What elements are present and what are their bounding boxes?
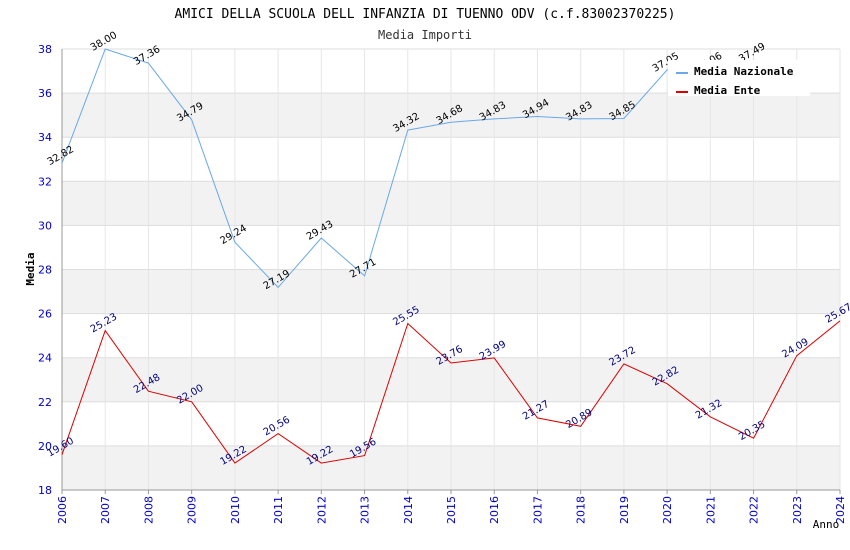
series-group [61,48,841,464]
data-label-ente: 21.27 [521,399,551,423]
data-label-nazionale: 38.00 [89,30,119,54]
y-tick-label: 32 [38,175,52,188]
x-tick-label: 2009 [186,496,199,524]
series-line-ente [61,320,841,464]
y-tick-label: 24 [38,352,52,365]
legend-label-ente: Media Ente [694,84,761,97]
y-tick-label: 36 [38,87,52,100]
legend-box [668,60,810,96]
y-tick-label: 28 [38,264,52,277]
y-tick-label: 38 [38,43,52,56]
x-tick-label: 2018 [575,496,588,524]
x-tick-label: 2014 [402,496,415,524]
x-tick-label: 2021 [704,496,717,524]
data-label-ente: 24.09 [780,337,810,361]
x-axis-label: Anno [813,518,840,531]
grid-lines [61,48,841,491]
chart-subtitle: Media Importi [378,28,472,42]
x-tick-label: 2006 [56,496,69,524]
x-tick-label: 2017 [531,496,544,524]
x-tick-label: 2008 [142,496,155,524]
x-tick-label: 2019 [618,496,631,524]
y-tick-label: 26 [38,308,52,321]
data-label-ente: 20.35 [737,419,767,443]
y-tick-label: 22 [38,396,52,409]
x-tick-label: 2023 [791,496,804,524]
y-tick-label: 18 [38,484,52,497]
data-label-nazionale: 29.24 [218,223,248,247]
x-tick-label: 2013 [359,496,372,524]
x-tick-label: 2016 [488,496,501,524]
data-label-ente: 25.23 [89,311,119,335]
series-line-nazionale [61,48,754,289]
x-tick-label: 2020 [661,496,674,524]
y-tick-label: 34 [38,131,52,144]
y-tick-label: 30 [38,219,52,232]
x-tick-label: 2022 [748,496,761,524]
x-tick-label: 2012 [315,496,328,524]
y-axis-label: Media [24,252,37,285]
legend: Media Nazionale Media Ente [668,60,810,97]
data-label-ente: 20.89 [564,407,594,431]
y-tick-label: 20 [38,440,52,453]
x-tick-label: 2015 [445,496,458,524]
x-tick-label: 2024 [834,496,847,524]
x-tick-label: 2007 [99,496,112,524]
x-tick-label: 2011 [272,496,285,524]
legend-label-nazionale: Media Nazionale [694,65,794,78]
x-tick-label: 2010 [229,496,242,524]
data-label-nazionale: 32.82 [46,144,76,168]
data-label-nazionale: 37.36 [132,44,162,68]
chart-title: AMICI DELLA SCUOLA DELL INFANZIA DI TUEN… [175,7,676,22]
